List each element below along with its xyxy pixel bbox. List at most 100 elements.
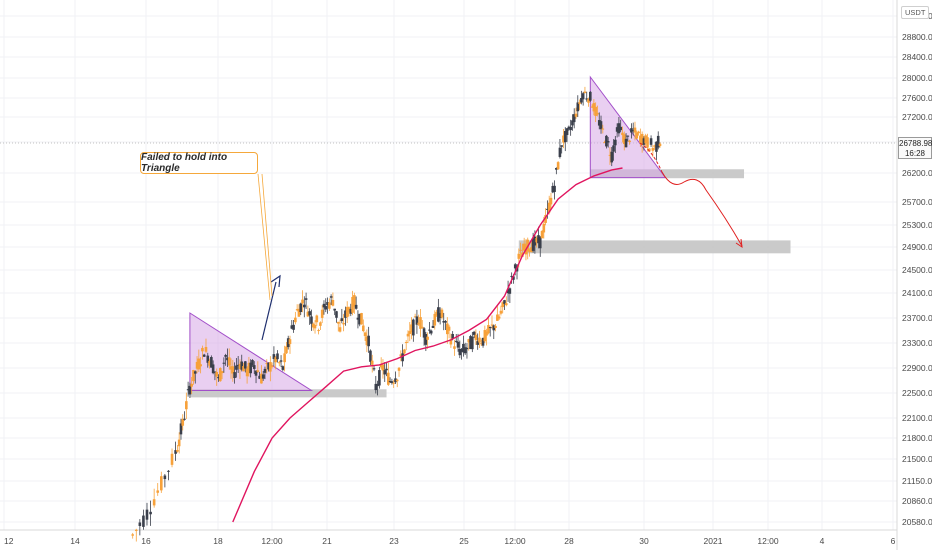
candle-59-1-body <box>576 102 580 112</box>
candle-68-0 <box>639 128 642 148</box>
candle-65-1 <box>619 119 622 133</box>
candle-58-1-body <box>569 126 572 131</box>
price-axis[interactable]: 20580.00 20860.00 21150.00 21500.00 21800.00… <box>902 11 932 527</box>
candle-18-2 <box>285 342 288 355</box>
x-tick-label-6: 23 <box>389 536 399 546</box>
candle-51-1-body <box>519 249 522 251</box>
x-tick-label-13: 4 <box>820 536 825 546</box>
candle-2-0-body <box>160 476 163 491</box>
x-tick-label-1: 14 <box>70 536 80 546</box>
candle-27-1-body <box>347 307 351 312</box>
candle-56-0 <box>553 180 556 200</box>
candle-25-3-body <box>336 321 340 324</box>
candle-22-3 <box>315 314 319 326</box>
candle-46-1 <box>483 325 487 344</box>
support-zones <box>189 169 791 398</box>
candle-52-3 <box>530 241 533 253</box>
candle-27-3 <box>351 290 354 316</box>
candle-7-0 <box>202 353 206 357</box>
candle-40-2 <box>442 312 446 331</box>
y-tick-label-18: 27600.00 <box>902 93 932 103</box>
candle-34-1-body <box>397 367 401 371</box>
candle-13-3-body <box>251 360 254 366</box>
candle-33-0-body <box>388 381 392 383</box>
candle-66-1 <box>626 135 630 142</box>
candle-52-2-body <box>528 249 531 252</box>
candle-39-1-body <box>433 313 437 326</box>
candle-3-2-body <box>177 439 181 447</box>
candle-63-3-body <box>608 154 612 156</box>
candle-22-0-body <box>310 316 313 324</box>
time-axis[interactable]: 12 14 16 18 12:00 21 23 25 12:00 28 30 2021 12:00 4 6 <box>4 536 896 546</box>
candle-0-2-body <box>138 522 142 526</box>
candle-58-1 <box>569 119 572 136</box>
candle-54-2-body <box>542 223 546 233</box>
candle-39-0-body <box>431 325 435 328</box>
candle-39-1 <box>433 310 437 330</box>
candle-55-1-body <box>547 202 551 213</box>
candle-30-1-body <box>369 350 372 362</box>
candle-36-1 <box>412 318 415 342</box>
candle-12-3-body <box>244 361 247 369</box>
candle-54-3-body <box>544 215 547 223</box>
candle-32-3 <box>387 362 390 386</box>
candle-27-3-body <box>351 296 354 313</box>
candle-68-3-body <box>644 135 648 144</box>
candle-62-2 <box>599 115 603 134</box>
candle-65-0 <box>617 117 621 137</box>
zone-0 <box>189 389 387 398</box>
projection-dashed <box>639 142 663 173</box>
candle-1-1 <box>149 500 152 526</box>
candle-23-2 <box>320 305 324 324</box>
candle-45-0-body <box>474 334 478 341</box>
candle-46-2-body <box>485 331 488 336</box>
candle-41-0-body <box>446 323 449 335</box>
candle-58-2 <box>571 114 574 131</box>
candle-36-2-body <box>413 316 417 318</box>
candle-7-1-body <box>204 347 208 352</box>
candle-34-0 <box>395 378 399 388</box>
candle-30-2-body <box>370 360 374 365</box>
candle-1-0 <box>145 502 149 526</box>
candle-11-3-body <box>236 364 240 366</box>
candle-49-3-body <box>508 288 512 294</box>
candle-6-3-body <box>201 347 204 352</box>
candle-29-1 <box>361 319 365 333</box>
candle-27-1 <box>347 306 351 317</box>
x-tick-label-5: 21 <box>322 536 332 546</box>
candle-61-1 <box>590 104 594 108</box>
candle-4-3-body <box>186 389 190 391</box>
candle-6-0-body <box>195 361 199 369</box>
candle-3-1-body <box>176 450 179 452</box>
candle-58-0 <box>567 125 571 131</box>
candle-55-3 <box>551 182 555 194</box>
candle-41-0 <box>446 317 449 344</box>
candle-44-0-body <box>467 339 471 343</box>
candle-5-0-body <box>188 385 192 395</box>
candle-40-0 <box>438 307 442 325</box>
candle-18-2-body <box>285 346 288 354</box>
zone-1 <box>590 169 745 179</box>
candle-60-3 <box>587 97 590 107</box>
candle-59-0-body <box>574 113 578 117</box>
last-price-tag: 26788.98 16:28 <box>898 137 932 159</box>
candle-25-2-body <box>335 311 338 318</box>
candle-17-1-body <box>276 353 279 360</box>
candle-53-0-body <box>531 238 535 251</box>
candle-66-3-body <box>630 128 633 133</box>
candle-1-0-body <box>145 509 149 520</box>
candle-3-0 <box>174 441 177 461</box>
candle-23-0 <box>317 328 320 335</box>
candle-32-2 <box>385 361 388 377</box>
candle-29-2 <box>363 331 367 342</box>
candle-47-2-body <box>492 325 496 331</box>
candle-12-2-body <box>242 365 245 372</box>
candle-17-0-body <box>274 357 277 363</box>
candle-40-1 <box>440 307 444 320</box>
candle-2-3-body <box>170 453 174 465</box>
candle-49-2-body <box>506 289 510 294</box>
currency-label[interactable]: USDT <box>901 6 930 19</box>
candle-4-0-body <box>181 418 185 426</box>
candle-61-3 <box>594 102 597 123</box>
